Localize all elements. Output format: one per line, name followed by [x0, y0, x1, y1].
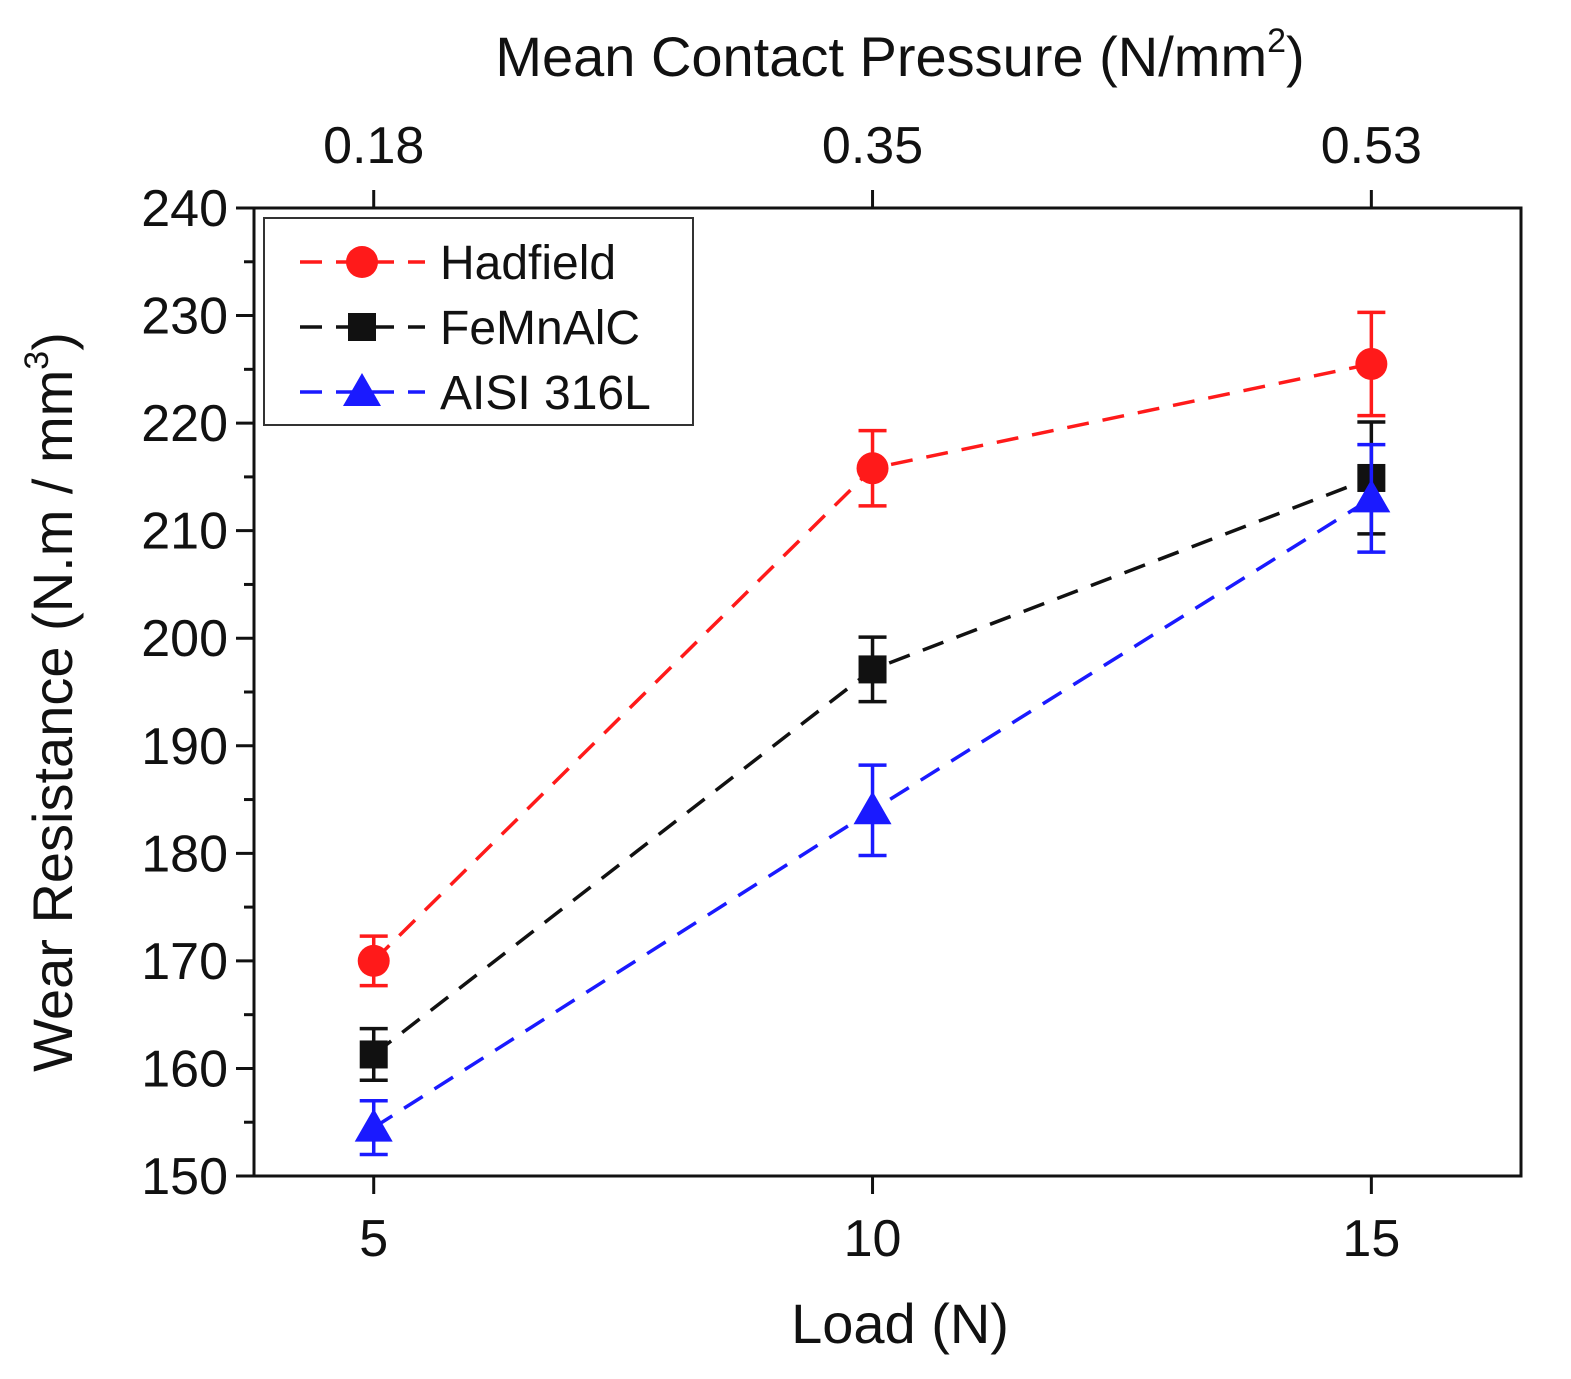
data-point-aisi-316l — [853, 791, 892, 825]
y-tick-label: 170 — [141, 933, 228, 991]
y-axis-title: Wear Resistance (N.m / mm3) — [18, 332, 84, 1072]
y-tick-label: 220 — [141, 395, 228, 453]
legend-box — [263, 217, 694, 426]
data-point-hadfield — [357, 944, 390, 977]
legend: Hadfield FeMnAlC AISI 316L — [263, 217, 694, 426]
y-tick-label: 160 — [141, 1040, 228, 1098]
y-tick-label: 230 — [141, 288, 228, 346]
x-tick-label: 5 — [359, 1210, 388, 1268]
data-point-hadfield — [1355, 347, 1388, 380]
data-point-aisi-316l — [354, 1108, 393, 1142]
legend-marker-hadfield — [346, 246, 378, 278]
x2-tick-label: 0.35 — [822, 117, 923, 175]
x-tick-label: 15 — [1342, 1210, 1400, 1268]
legend-label-hadfield: Hadfield — [440, 237, 616, 290]
x2-tick-label: 0.53 — [1321, 117, 1422, 175]
y-axis-title-sup: 3 — [18, 351, 56, 370]
y-tick-label: 240 — [141, 180, 228, 238]
legend-marker-aisi-316l — [343, 373, 381, 406]
series-femnalc — [359, 420, 1386, 1083]
y-tick-label: 200 — [141, 610, 228, 668]
y-axis-title-close: ) — [21, 332, 84, 351]
y-tick-label: 210 — [141, 503, 228, 561]
legend-marker-femnalc — [348, 313, 376, 341]
x2-axis-title-main: Mean Contact Pressure (N/mm — [495, 25, 1267, 88]
x2-axis-title-close: ) — [1286, 25, 1305, 88]
plot-series — [354, 310, 1391, 1157]
x2-axis-title: Mean Contact Pressure (N/mm2) — [495, 22, 1304, 88]
y-tick-label: 150 — [141, 1148, 228, 1206]
data-point-aisi-316l — [1352, 479, 1391, 513]
data-point-femnalc — [858, 655, 887, 684]
data-point-femnalc — [359, 1040, 388, 1069]
series-aisi-316l — [354, 442, 1391, 1157]
data-point-hadfield — [856, 452, 889, 485]
x-axis-title: Load (N) — [791, 1292, 1009, 1355]
y-axis-title-main: Wear Resistance (N.m / mm — [21, 370, 84, 1072]
axes: 150 160 170 180 190 200 210 220 230 240 5 0.18 10 0.3… — [18, 22, 1523, 1355]
y-tick-label: 190 — [141, 718, 228, 776]
x2-axis-title-sup: 2 — [1267, 22, 1286, 60]
y-tick-label: 180 — [141, 825, 228, 883]
series-hadfield — [357, 310, 1388, 988]
x2-tick-label: 0.18 — [323, 117, 424, 175]
x-tick-label: 10 — [844, 1210, 902, 1268]
legend-label-aisi-316l: AISI 316L — [440, 367, 651, 420]
legend-label-femnalc: FeMnAlC — [440, 302, 640, 355]
